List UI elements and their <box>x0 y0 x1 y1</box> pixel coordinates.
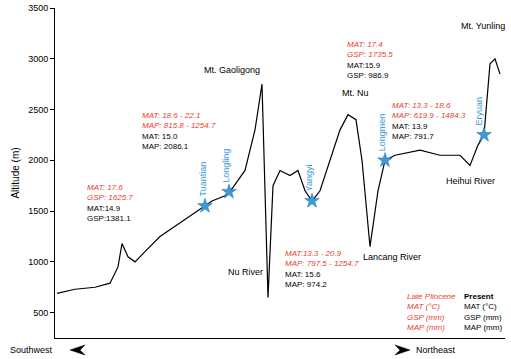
svg-text:MAT: 18.6 - 22.1MAP: 815.8 - 1: MAT: 18.6 - 22.1MAP: 815.8 - 1254.7MAT: … <box>142 111 216 151</box>
svg-text:Mt. Nu: Mt. Nu <box>342 88 369 98</box>
svg-text:Late PlioceneMAT (°C)GSP (mm)M: Late PlioceneMAT (°C)GSP (mm)MAP (mm) <box>407 292 456 332</box>
svg-text:Lancang River: Lancang River <box>363 252 421 262</box>
svg-text:3500: 3500 <box>28 3 48 13</box>
svg-text:2500: 2500 <box>28 105 48 115</box>
svg-text:Longmen: Longmen <box>377 114 387 152</box>
svg-text:Altitude (m): Altitude (m) <box>10 147 21 198</box>
svg-text:Yangyi: Yangyi <box>304 165 314 192</box>
svg-text:Longling: Longling <box>221 149 231 183</box>
svg-text:Southwest: Southwest <box>10 345 53 355</box>
svg-text:MAT: 17.4GSP: 1735.5MAT:15.9GS: MAT: 17.4GSP: 1735.5MAT:15.9GSP: 986.9 <box>347 40 393 80</box>
svg-text:Eryuan: Eryuan <box>474 97 484 126</box>
svg-text:3000: 3000 <box>28 54 48 64</box>
svg-text:Tuantian: Tuantian <box>198 162 208 197</box>
svg-text:MAT: 17.6GSP: 1625.7MAT:14.9GS: MAT: 17.6GSP: 1625.7MAT:14.9GSP:1381.1 <box>87 183 133 223</box>
svg-text:Northeast: Northeast <box>416 345 456 355</box>
svg-text:1500: 1500 <box>28 206 48 216</box>
svg-text:Mt. Gaoligong: Mt. Gaoligong <box>204 65 260 75</box>
svg-text:MAT: 13.3 - 18.6MAP: 619.9 - 1: MAT: 13.3 - 18.6MAP: 619.9 - 1484.3MAT: … <box>392 101 466 141</box>
svg-text:2000: 2000 <box>28 155 48 165</box>
svg-text:1000: 1000 <box>28 257 48 267</box>
svg-text:Heihui River: Heihui River <box>446 176 495 186</box>
svg-text:PresentMAT (°C)GSP (mm)MAP (mm: PresentMAT (°C)GSP (mm)MAP (mm) <box>464 292 502 332</box>
svg-text:MAT:13.3 - 20.9MAP: 797.5 - 12: MAT:13.3 - 20.9MAP: 797.5 - 1254.7MAT: 1… <box>285 249 359 289</box>
svg-text:500: 500 <box>33 308 48 318</box>
svg-text:Nu River: Nu River <box>228 267 263 277</box>
svg-text:Mt. Yunling: Mt. Yunling <box>461 21 505 31</box>
